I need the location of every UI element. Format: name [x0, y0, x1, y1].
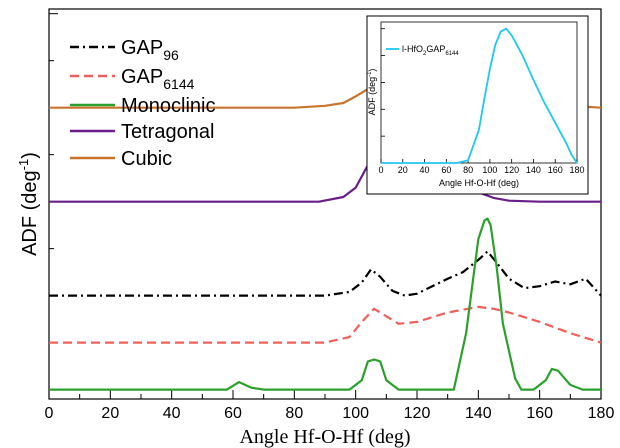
inset-series-line [381, 27, 578, 164]
legend-label-monoclinic: Monoclinic [121, 95, 215, 117]
legend-label-tetragonal: Tetragonal [121, 121, 214, 143]
x-ticks: 0 20 40 60 80 100 120 140 160 180 [45, 390, 615, 422]
legend: GAP96 GAP6144 Monoclinic Tetragonal Cubi… [70, 37, 215, 170]
inset-y-axis-label: ADF (deg-1) [367, 69, 377, 116]
y-axis-label-close: ) [19, 152, 41, 159]
x-tick-label: 140 [465, 405, 492, 422]
inset-y-axis-label-close: ) [367, 69, 377, 72]
inset-legend-label: l-HfO2GAP6144 [402, 44, 459, 57]
x-tick-label: 120 [404, 405, 431, 422]
inset-legend-label-b: GAP [426, 44, 445, 54]
x-tick-label: 60 [224, 405, 242, 422]
x-tick-label: 100 [342, 405, 369, 422]
inset-x-ticks: 0 20 40 60 80 100 120 140 160 180 [378, 159, 585, 175]
legend-label-gap96-main: GAP [121, 37, 163, 59]
legend-label-gap96-sub: 96 [163, 47, 179, 63]
y-axis-label-main: ADF (deg [19, 170, 41, 256]
inset-panel [366, 15, 589, 195]
series-line-gap96 [49, 250, 602, 297]
x-tick-label: 80 [285, 405, 303, 422]
inset-x-tick-label: 60 [441, 165, 451, 175]
legend-label-gap96: GAP96 [121, 37, 179, 63]
inset-x-axis-label: Angle Hf-O-Hf (deg) [439, 178, 519, 188]
x-axis-label: Angle Hf-O-Hf (deg) [239, 426, 410, 448]
inset-x-tick-label: 120 [504, 165, 519, 175]
inset-x-tick-label: 140 [526, 165, 541, 175]
inset-y-axis-label-sup: -1 [367, 71, 373, 77]
x-tick-label: 40 [163, 405, 181, 422]
legend-label-cubic: Cubic [121, 148, 172, 170]
inset-x-tick-label: 80 [463, 165, 473, 175]
legend-label-gap6144-main: GAP [121, 66, 163, 88]
x-tick-label: 0 [45, 405, 54, 422]
x-tick-label: 180 [588, 405, 615, 422]
inset-series-lines [381, 27, 578, 164]
inset-y-axis-label-main: ADF (deg [367, 77, 377, 116]
inset-x-tick-label: 180 [569, 165, 584, 175]
inset-x-tick-label: 0 [378, 165, 383, 175]
inset-plot-frame [380, 21, 578, 164]
legend-label-gap6144-sub: 6144 [163, 76, 194, 92]
inset-x-tick-label: 40 [420, 165, 430, 175]
inset-plot: 0 20 40 60 80 100 120 140 160 180 Angle Hf-O-Hf (… [366, 15, 589, 195]
series-line-gap6144 [49, 305, 602, 344]
inset-x-tick-label: 100 [482, 165, 497, 175]
series-line-monoclinic [49, 217, 601, 391]
inset-legend-label-a: l-HfO [402, 44, 423, 54]
inset-legend-label-sub2: 6144 [445, 51, 459, 57]
inset-x-tick-label: 160 [548, 165, 563, 175]
x-tick-label: 20 [101, 405, 119, 422]
legend-label-gap6144: GAP6144 [121, 66, 195, 92]
y-axis-label-sup: -1 [16, 159, 31, 171]
inset-legend-label-sub1: 2 [423, 51, 427, 57]
x-tick-label: 160 [526, 405, 553, 422]
inset-x-tick-label: 20 [398, 165, 408, 175]
y-axis-label: ADF (deg-1) [16, 152, 41, 256]
